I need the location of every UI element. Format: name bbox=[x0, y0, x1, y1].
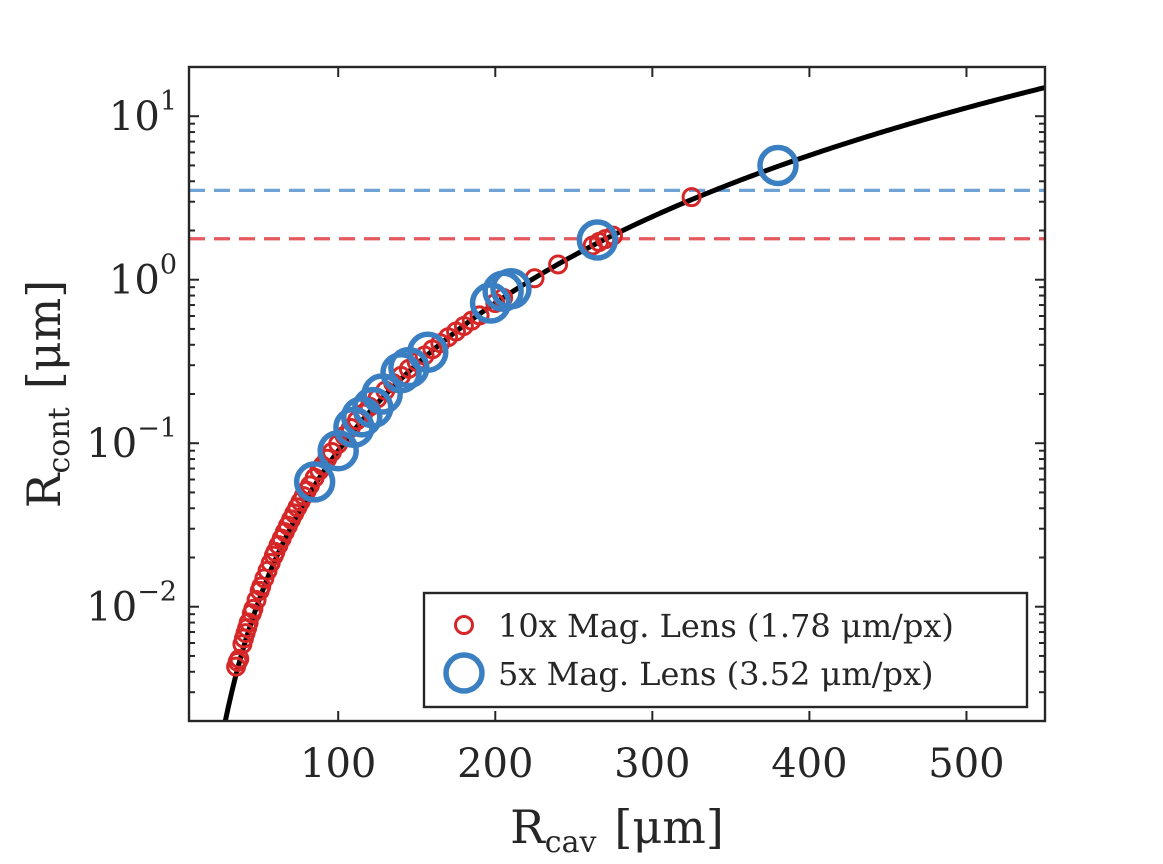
y-axis-title-sub: cont bbox=[42, 407, 77, 473]
y-tick-exponent: 0 bbox=[160, 250, 177, 281]
y-tick-base: 10 bbox=[109, 258, 160, 304]
fit-curve bbox=[222, 85, 1045, 721]
legend-label-0: 10x Mag. Lens (1.78 μm/px) bbox=[498, 607, 954, 645]
plot-area bbox=[189, 85, 1045, 721]
y-axis-title-group: Rcont [μm] bbox=[17, 280, 77, 508]
data-point bbox=[243, 598, 264, 619]
legend-label-1: 5x Mag. Lens (3.52 μm/px) bbox=[498, 655, 933, 693]
legend-marker-1 bbox=[443, 652, 485, 694]
series-1 bbox=[293, 144, 799, 503]
legend-box bbox=[422, 591, 1029, 709]
data-point bbox=[229, 648, 250, 669]
x-tick-label: 400 bbox=[771, 741, 847, 787]
legend-marker-0 bbox=[454, 615, 474, 635]
y-axis-title-main: R bbox=[17, 472, 71, 508]
y-axis-title: Rcont [μm] bbox=[17, 280, 77, 508]
data-point bbox=[490, 268, 532, 310]
y-tick-label: 100 bbox=[109, 250, 177, 304]
y-axis-title-unit: [μm] bbox=[17, 280, 71, 389]
x-axis-title-main: R bbox=[510, 800, 546, 854]
x-axis-title-sub: cav bbox=[545, 825, 597, 860]
x-axis-title-unit: [μm] bbox=[614, 800, 723, 854]
data-point bbox=[469, 305, 490, 326]
data-point bbox=[548, 254, 569, 275]
data-point bbox=[681, 187, 702, 208]
y-tick-label: 10−2 bbox=[86, 577, 177, 631]
y-tick-label: 10−1 bbox=[86, 413, 177, 467]
y-tick-label: 101 bbox=[109, 86, 177, 140]
legend: 10x Mag. Lens (1.78 μm/px) 5x Mag. Lens (… bbox=[422, 591, 1029, 709]
y-tick-exponent: −1 bbox=[137, 413, 177, 444]
x-tick-label: 500 bbox=[928, 741, 1004, 787]
y-tick-exponent: 1 bbox=[160, 86, 177, 117]
data-point bbox=[576, 219, 619, 261]
data-point bbox=[341, 396, 383, 438]
data-point bbox=[246, 589, 267, 610]
y-tick-base: 10 bbox=[86, 421, 137, 467]
data-point bbox=[406, 331, 449, 374]
y-tick-exponent: −2 bbox=[137, 577, 177, 608]
y-tick-base: 10 bbox=[86, 585, 137, 631]
data-point bbox=[469, 282, 512, 324]
x-tick-label: 200 bbox=[457, 741, 533, 787]
x-tick-label: 300 bbox=[614, 741, 690, 787]
data-point bbox=[757, 144, 799, 187]
x-tick-label: 100 bbox=[300, 741, 376, 787]
data-point bbox=[293, 461, 336, 503]
y-tick-base: 10 bbox=[109, 94, 160, 140]
data-point bbox=[380, 351, 422, 394]
x-axis-title: Rcav [μm] bbox=[510, 800, 724, 860]
